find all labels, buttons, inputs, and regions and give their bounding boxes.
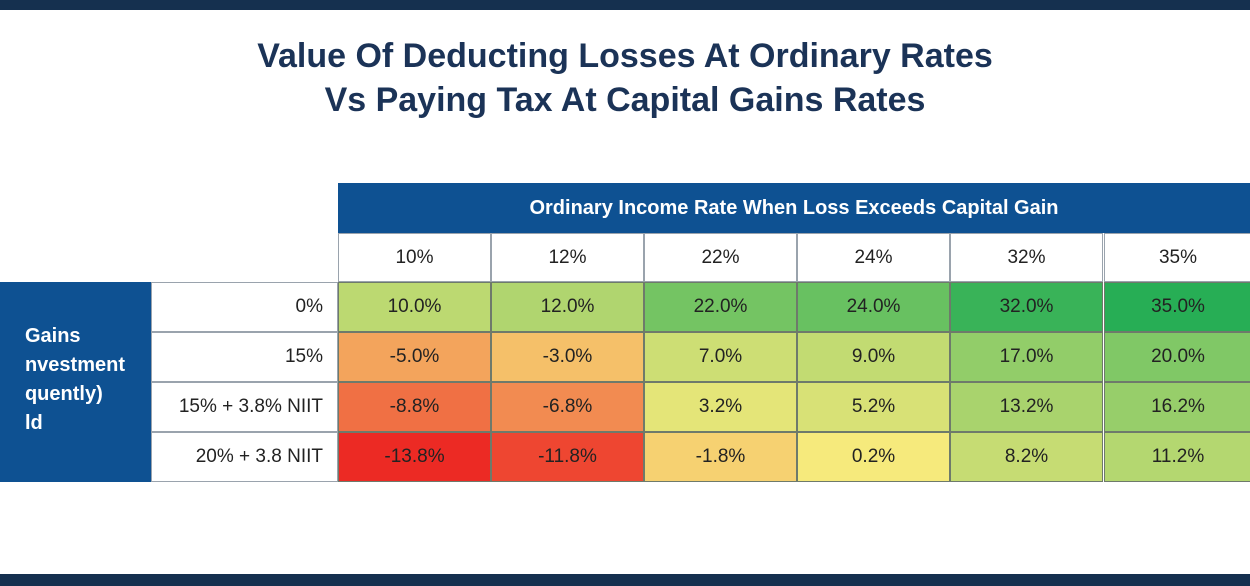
column-header: 35% bbox=[1104, 233, 1250, 282]
row-header: 15% bbox=[151, 332, 338, 382]
column-header: 24% bbox=[797, 233, 950, 282]
heatmap-cell: 9.0% bbox=[797, 332, 950, 382]
heatmap-cell: 0.2% bbox=[797, 432, 950, 482]
column-header: 32% bbox=[950, 233, 1103, 282]
heatmap-cell: 11.2% bbox=[1104, 432, 1250, 482]
heatmap-cell: 24.0% bbox=[797, 282, 950, 332]
bottom-rule bbox=[0, 574, 1250, 586]
row-group-label-line-4: ld bbox=[24, 412, 43, 434]
heatmap-cell: -1.8% bbox=[644, 432, 797, 482]
chart-title: Value Of Deducting Losses At Ordinary Ra… bbox=[0, 34, 1250, 122]
heatmap-cell: 32.0% bbox=[950, 282, 1103, 332]
column-header: 10% bbox=[338, 233, 491, 282]
heatmap-cell: 20.0% bbox=[1104, 332, 1250, 382]
heatmap-cell: 5.2% bbox=[797, 382, 950, 432]
heatmap-cell: 3.2% bbox=[644, 382, 797, 432]
row-group-label: Gains nvestment quently) ld bbox=[25, 322, 125, 438]
row-group-header: Gains nvestment quently) ld bbox=[0, 282, 151, 482]
heatmap-cell: 22.0% bbox=[644, 282, 797, 332]
heatmap-cell: -3.0% bbox=[491, 332, 644, 382]
heatmap-cell: 16.2% bbox=[1104, 382, 1250, 432]
heatmap-cell: 12.0% bbox=[491, 282, 644, 332]
heatmap-cell: 8.2% bbox=[950, 432, 1103, 482]
heatmap-cell: 13.2% bbox=[950, 382, 1103, 432]
heatmap-cell: 7.0% bbox=[644, 332, 797, 382]
heatmap-cell: -6.8% bbox=[491, 382, 644, 432]
row-header: 15% + 3.8% NIIT bbox=[151, 382, 338, 432]
column-header: 22% bbox=[644, 233, 797, 282]
heatmap-cell: 17.0% bbox=[950, 332, 1103, 382]
heatmap-cell: 35.0% bbox=[1104, 282, 1250, 332]
title-line-1: Value Of Deducting Losses At Ordinary Ra… bbox=[257, 37, 993, 75]
heatmap-cell: -13.8% bbox=[338, 432, 491, 482]
row-header: 0% bbox=[151, 282, 338, 332]
top-rule bbox=[0, 0, 1250, 10]
row-group-label-line-2: nvestment bbox=[24, 354, 125, 376]
heatmap-cell: -5.0% bbox=[338, 332, 491, 382]
row-group-label-line-3: quently) bbox=[24, 383, 103, 405]
heatmap-cell: 10.0% bbox=[338, 282, 491, 332]
heatmap-cell: -8.8% bbox=[338, 382, 491, 432]
column-group-header: Ordinary Income Rate When Loss Exceeds C… bbox=[338, 183, 1250, 233]
row-header: 20% + 3.8 NIIT bbox=[151, 432, 338, 482]
row-group-label-line-1: Gains bbox=[24, 325, 81, 347]
title-line-2: Vs Paying Tax At Capital Gains Rates bbox=[324, 81, 926, 119]
column-header: 12% bbox=[491, 233, 644, 282]
heatmap-cell: -11.8% bbox=[491, 432, 644, 482]
